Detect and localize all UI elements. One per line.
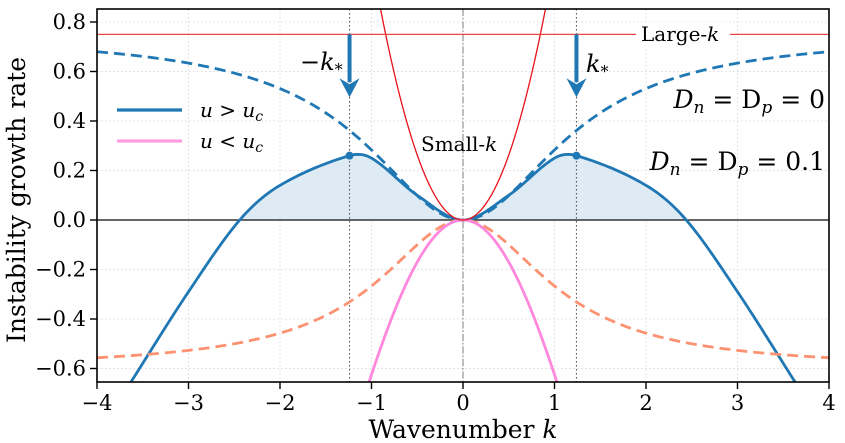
y-tick-label: 0.4 xyxy=(53,109,86,133)
y-tick-label: 0.8 xyxy=(53,10,86,34)
x-tick-label: −2 xyxy=(265,391,296,415)
arrow-down-icon xyxy=(339,78,360,98)
peak-marker xyxy=(572,151,581,160)
y-tick-label: 0.2 xyxy=(53,159,86,183)
data-curves xyxy=(97,9,829,382)
kstar-label: k* xyxy=(586,50,609,81)
legend-label-u-less: u < uc xyxy=(200,129,263,156)
diffusion-point1-label: Dn = Dp = 0.1 xyxy=(649,147,825,180)
axis-ticks: −4 −3 −2 −1 0 1 2 3 4 −0.6 −0.4 −0.2 0.0 0.2 0.4 0.6 0.8 xyxy=(35,10,836,415)
x-tick-label: 4 xyxy=(822,391,835,415)
unstable-band-fill xyxy=(239,154,687,220)
x-tick-label: −4 xyxy=(82,391,113,415)
y-tick-label: −0.4 xyxy=(35,307,86,331)
large-k-label-bg xyxy=(636,22,730,46)
neg-kstar-label: −k* xyxy=(300,48,343,79)
x-tick-label: 0 xyxy=(456,391,469,415)
small-k-asymptote xyxy=(379,9,547,221)
legend: u > uc u < uc xyxy=(117,98,263,156)
y-tick-label: −0.6 xyxy=(35,357,86,381)
x-tick-label: 1 xyxy=(548,391,561,415)
y-tick-label: 0.6 xyxy=(53,60,86,84)
dashed-curve-u-less-d0 xyxy=(97,218,829,360)
kstar-arrows xyxy=(339,34,587,98)
peak-markers xyxy=(345,151,581,160)
legend-label-u-greater: u > uc xyxy=(200,98,263,125)
reference-lines xyxy=(97,9,829,382)
y-tick-label: −0.2 xyxy=(35,258,86,282)
peak-marker xyxy=(345,151,354,160)
x-tick-label: −1 xyxy=(356,391,387,415)
y-axis-label: Instability growth rate xyxy=(2,57,31,343)
diffusion-zero-label: Dn = Dp = 0 xyxy=(672,85,825,118)
x-tick-label: 3 xyxy=(731,391,744,415)
large-k-label: Large-k xyxy=(641,22,719,46)
x-tick-label: −3 xyxy=(173,391,204,415)
y-tick-label: 0.0 xyxy=(53,208,86,232)
x-axis-label: Wavenumber k xyxy=(368,415,557,443)
small-k-label: Small-k xyxy=(421,132,497,156)
arrow-down-icon xyxy=(566,78,587,98)
unstable-region-fill xyxy=(239,154,687,220)
x-tick-label: 2 xyxy=(639,391,652,415)
